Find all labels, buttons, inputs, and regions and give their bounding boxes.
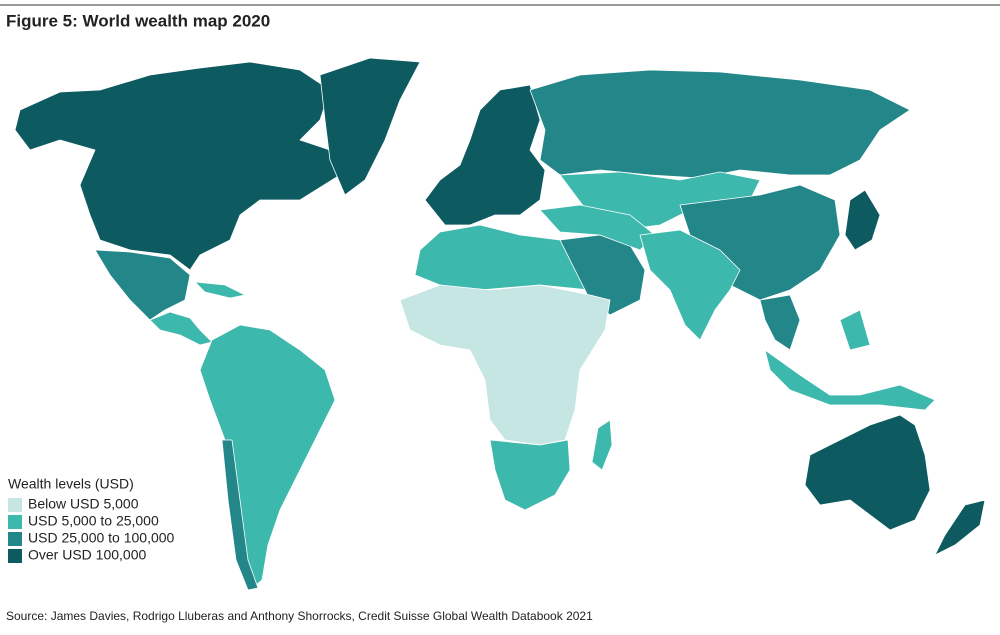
country-region <box>764 349 936 411</box>
country-region <box>399 284 611 446</box>
legend-label: USD 25,000 to 100,000 <box>28 530 175 546</box>
world-map <box>14 57 986 591</box>
legend-label: USD 5,000 to 25,000 <box>28 513 159 529</box>
country-region <box>639 229 741 341</box>
legend-title: Wealth levels (USD) <box>8 476 134 492</box>
country-region <box>319 57 421 196</box>
legend-swatch <box>8 498 22 512</box>
legend-label: Over USD 100,000 <box>28 547 146 563</box>
country-region <box>199 324 336 591</box>
country-region <box>591 419 613 471</box>
legend-label: Below USD 5,000 <box>28 496 139 512</box>
country-region <box>194 281 246 299</box>
country-region <box>149 311 213 346</box>
country-region <box>489 439 571 511</box>
country-region <box>804 414 931 531</box>
country-region <box>934 499 986 556</box>
country-region <box>839 309 871 351</box>
country-region <box>14 61 341 271</box>
legend-swatch <box>8 515 22 529</box>
legend-swatch <box>8 532 22 546</box>
country-region <box>844 189 881 251</box>
country-region <box>529 69 911 179</box>
country-region <box>424 84 546 226</box>
figure-title: Figure 5: World wealth map 2020 <box>6 11 270 30</box>
country-region <box>94 249 191 321</box>
country-region <box>221 439 259 591</box>
legend-swatch <box>8 549 22 563</box>
source-note: Source: James Davies, Rodrigo Lluberas a… <box>6 609 593 623</box>
country-region <box>759 294 801 351</box>
